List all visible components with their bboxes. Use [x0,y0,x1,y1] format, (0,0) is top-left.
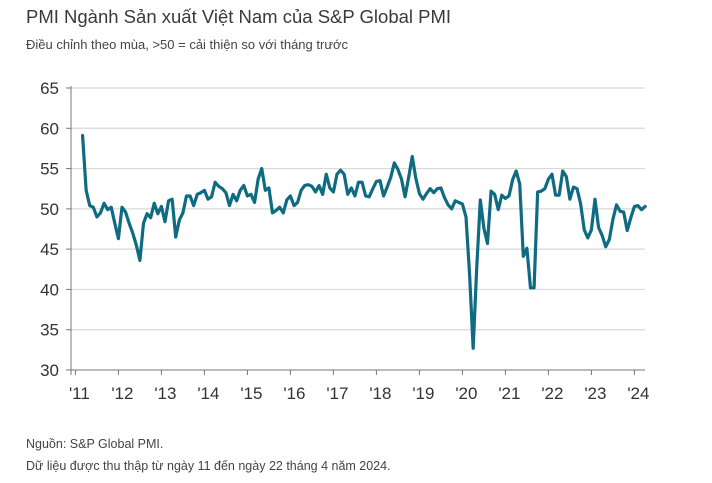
axes [66,86,645,375]
x-tick-label: '19 [412,384,434,403]
y-tick-label: 35 [40,321,59,340]
x-tick-label: '23 [584,384,606,403]
x-tick-label: '20 [455,384,477,403]
x-tick-label: '17 [326,384,348,403]
x-tick-label: '14 [197,384,219,403]
y-tick-label: 45 [40,240,59,259]
chart-subtitle: Điều chỉnh theo mùa, >50 = cải thiện so … [26,37,349,52]
x-tick-label: '13 [154,384,176,403]
x-tick-label: '22 [541,384,563,403]
y-tick-label: 30 [40,361,59,380]
y-tick-label: 60 [40,119,59,138]
x-tick-label: '21 [498,384,520,403]
x-tick-label: '16 [283,384,305,403]
x-tick-labels: '11 '12 '13 '14 '15 '16 '17 '18 '19 '20 '21 '22 '23 '… [69,384,650,403]
x-tick-label: '12 [111,384,133,403]
source-note: Nguồn: S&P Global PMI. [26,437,164,451]
y-tick-label: 40 [40,280,59,299]
chart-title: PMI Ngành Sản xuất Việt Nam của S&P Glob… [26,6,452,27]
x-tick-label: '24 [627,384,649,403]
series-layer [80,133,647,350]
gridlines [71,87,645,331]
pmi-series-line [80,133,647,350]
x-tick-label: '11 [69,384,90,403]
y-tick-label: 65 [40,79,59,98]
y-tick-labels: 30 35 40 45 50 55 60 65 [40,79,59,380]
x-tick-label: '15 [240,384,262,403]
collection-note: Dữ liệu được thu thập từ ngày 11 đến ngà… [26,459,391,473]
y-tick-label: 50 [40,200,59,219]
x-tick-label: '18 [369,384,391,403]
y-tick-label: 55 [40,160,59,179]
